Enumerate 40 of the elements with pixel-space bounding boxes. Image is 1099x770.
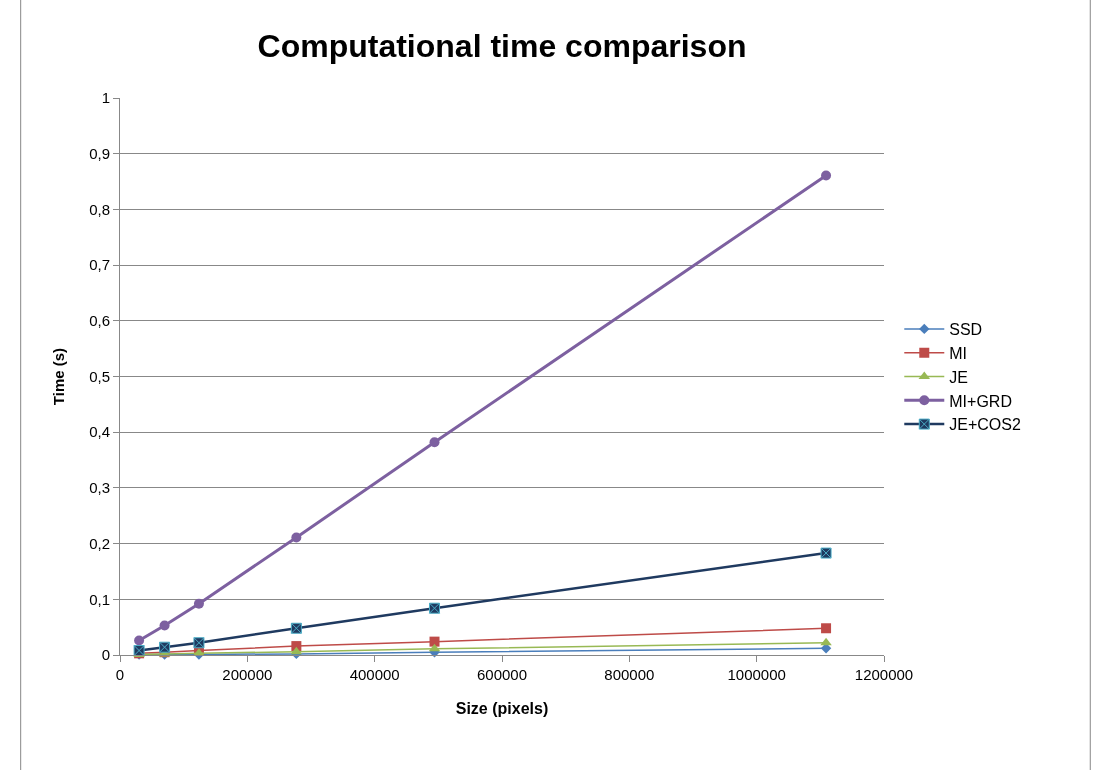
y-tick-label: 0,7: [89, 256, 110, 274]
point: [821, 170, 832, 181]
point: [159, 620, 170, 631]
point: [193, 598, 204, 609]
point: [429, 602, 441, 614]
y-tick-label: 0: [101, 646, 110, 664]
x-tick-label: 1000000: [727, 666, 786, 683]
y-tick-label: 0,1: [89, 590, 110, 608]
point: [290, 622, 302, 634]
y-tick-label: 0,2: [89, 534, 110, 552]
point: [820, 547, 832, 559]
legend-label: MI: [949, 344, 968, 362]
y-tick-label: 0,8: [89, 200, 110, 218]
y-tick-label: 0,4: [89, 423, 110, 441]
point: [821, 623, 832, 634]
y-axis-title: Time (s): [50, 347, 68, 406]
point: [134, 635, 145, 646]
x-tick-label: 1200000: [854, 666, 914, 683]
chart-title: Computational time comparison: [257, 28, 747, 65]
x-tick-label: 0: [115, 666, 125, 683]
point: [429, 636, 440, 647]
y-tick-label: 0,9: [89, 144, 110, 162]
point: [429, 437, 440, 448]
point: [291, 532, 302, 543]
point: [820, 637, 832, 646]
legend-label: SSD: [949, 321, 983, 339]
y-tick-label: 0,5: [89, 367, 110, 385]
legend-label: JE: [949, 368, 968, 386]
x-tick-label: 400000: [349, 666, 400, 683]
x-tick-label: 800000: [604, 666, 655, 683]
x-tick-label: 200000: [222, 666, 273, 683]
point: [193, 637, 205, 649]
x-tick-label: 600000: [476, 666, 528, 683]
y-tick-label: 1: [101, 89, 110, 107]
legend-label: MI+GRD: [949, 392, 1012, 410]
y-tick-label: 0,6: [89, 312, 110, 330]
legend-label: JE+COS2: [949, 416, 1021, 434]
x-axis-title: Size (pixels): [455, 699, 549, 717]
y-tick-label: 0,3: [89, 479, 110, 497]
point: [159, 641, 171, 653]
